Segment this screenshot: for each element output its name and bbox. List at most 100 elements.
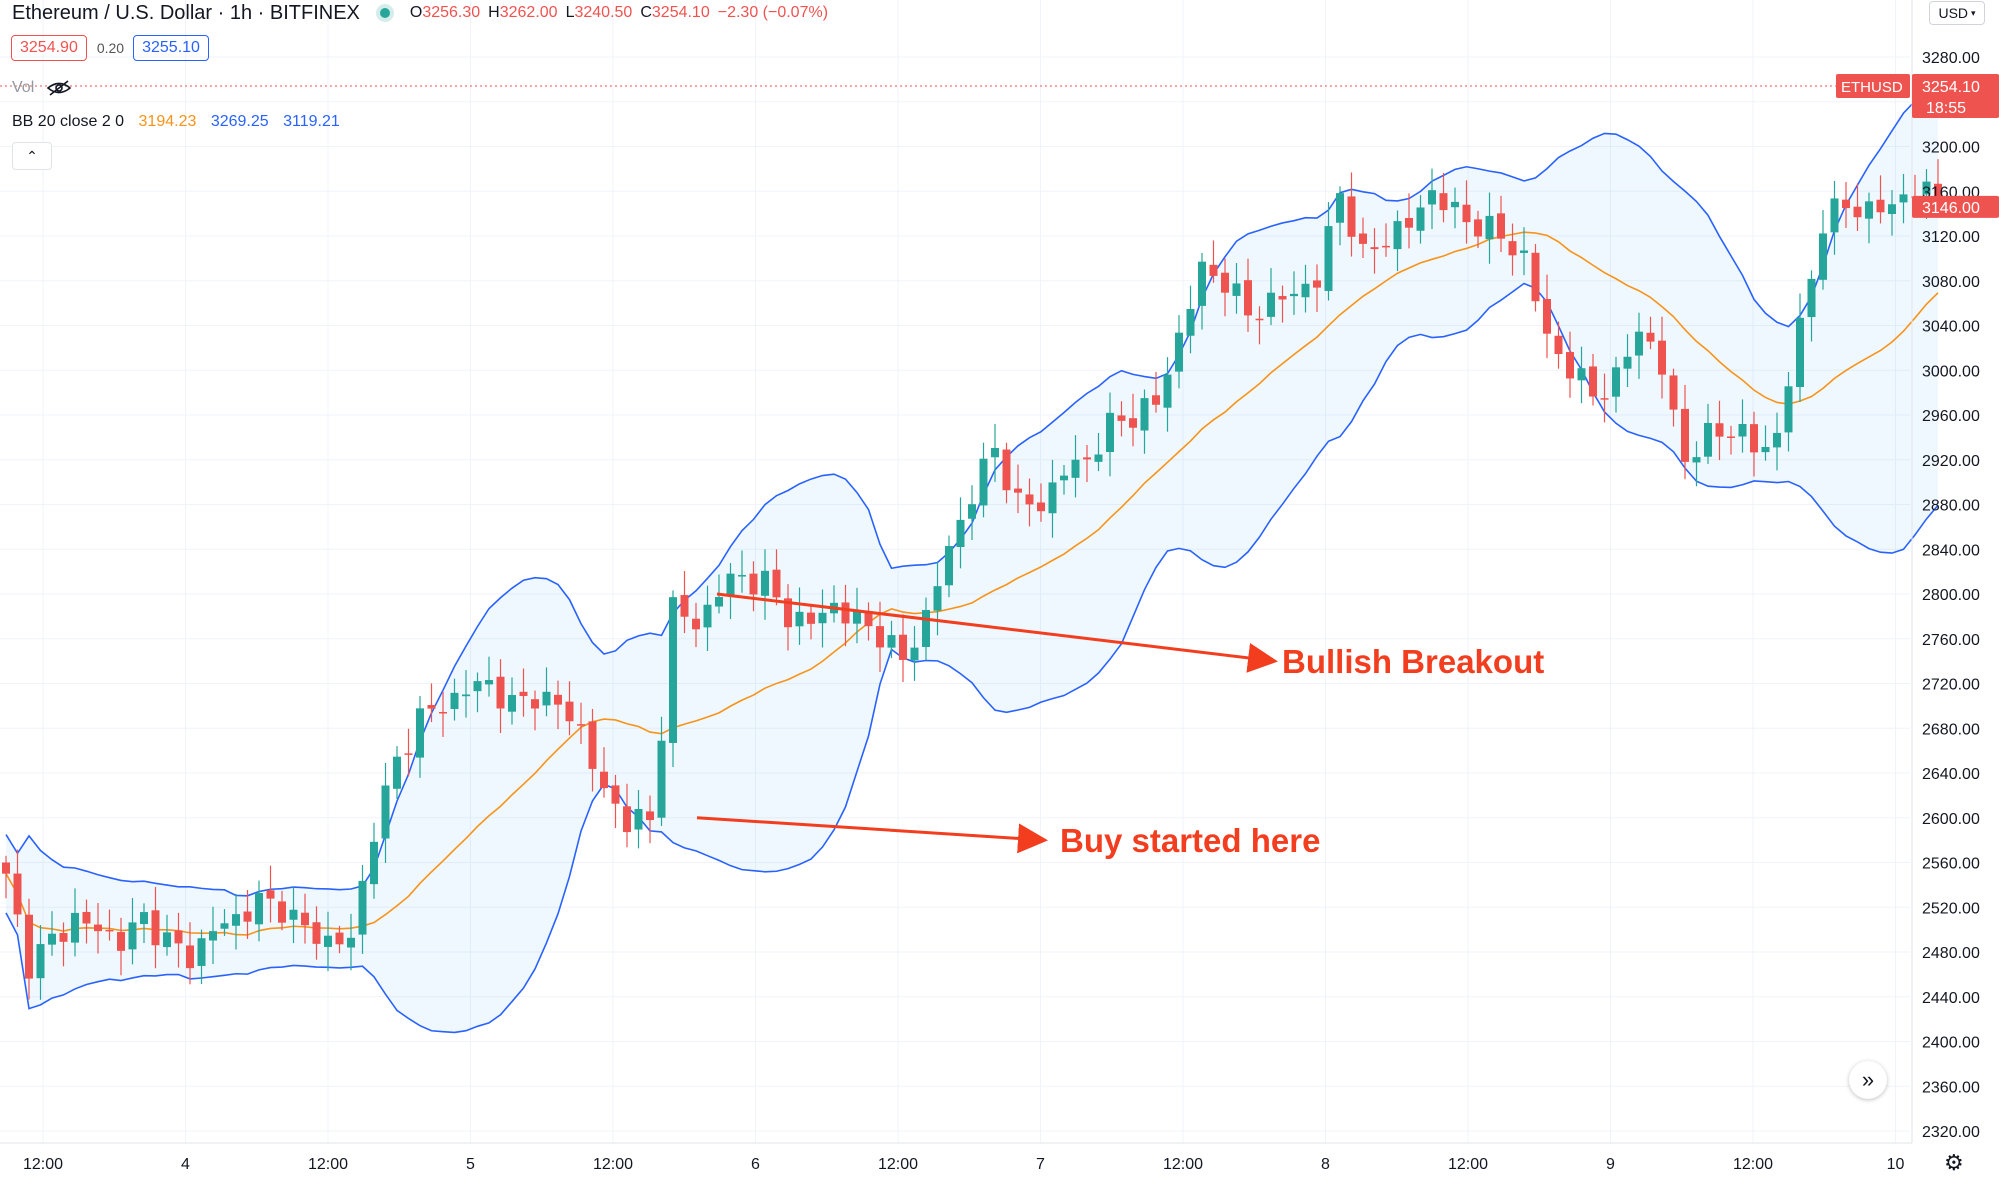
candle bbox=[1175, 332, 1183, 372]
price-tick-label: 2520.00 bbox=[1922, 900, 1980, 917]
candle bbox=[956, 519, 965, 548]
candle bbox=[496, 676, 505, 709]
collapse-legend-button[interactable]: ⌃ bbox=[12, 142, 52, 170]
candle bbox=[692, 618, 700, 630]
candle bbox=[1370, 247, 1379, 250]
marked-price-tag bbox=[1912, 195, 1999, 218]
candle bbox=[427, 704, 436, 709]
candle bbox=[565, 701, 574, 722]
candle bbox=[1750, 424, 1758, 453]
candle bbox=[1060, 475, 1068, 481]
candle bbox=[1198, 261, 1206, 306]
annotation-arrow bbox=[716, 592, 1278, 673]
candle bbox=[703, 604, 712, 628]
candle bbox=[1336, 193, 1344, 223]
candle bbox=[738, 575, 746, 577]
candle bbox=[1853, 206, 1862, 218]
candle bbox=[1658, 340, 1666, 375]
candle bbox=[1635, 331, 1643, 356]
candle bbox=[1071, 459, 1080, 478]
eye-off-icon[interactable] bbox=[46, 79, 72, 97]
candle bbox=[1807, 278, 1816, 318]
candle bbox=[1255, 318, 1264, 321]
candle bbox=[623, 806, 631, 833]
candle bbox=[1290, 293, 1298, 297]
price-tick-label: 2640.00 bbox=[1922, 766, 1980, 783]
candle bbox=[289, 909, 298, 920]
candle bbox=[991, 448, 999, 458]
candle bbox=[1002, 449, 1011, 491]
ask-button[interactable]: 3255.10 bbox=[133, 35, 209, 61]
candle bbox=[370, 841, 378, 885]
candle bbox=[140, 912, 148, 925]
time-tick-label: 12:00 bbox=[593, 1156, 633, 1173]
scroll-to-realtime-button[interactable]: » bbox=[1849, 1061, 1887, 1099]
ohlc-low: L3240.50 bbox=[565, 4, 633, 21]
candle bbox=[600, 771, 608, 789]
candle bbox=[117, 932, 125, 951]
candle bbox=[128, 922, 137, 950]
candle bbox=[1244, 280, 1252, 316]
candle bbox=[1221, 272, 1229, 293]
candle bbox=[680, 595, 689, 617]
price-tick-label: 2480.00 bbox=[1922, 945, 1980, 962]
candle bbox=[818, 612, 827, 624]
candle bbox=[784, 598, 792, 628]
candle bbox=[232, 914, 240, 926]
chevron-up-icon: ⌃ bbox=[26, 147, 38, 164]
bb-label: BB 20 close 2 0 bbox=[12, 113, 125, 130]
candle bbox=[1727, 436, 1735, 438]
candle bbox=[1669, 375, 1678, 410]
currency-select[interactable]: USD ▾ bbox=[1929, 1, 1985, 25]
candle bbox=[1140, 398, 1149, 431]
candle bbox=[1048, 482, 1057, 514]
candle bbox=[1232, 283, 1241, 296]
candle bbox=[1761, 446, 1770, 453]
candle bbox=[462, 694, 470, 697]
time-tick-label: 12:00 bbox=[1448, 1156, 1488, 1173]
candle bbox=[220, 923, 229, 929]
ohlc-high: H3262.00 bbox=[488, 4, 558, 21]
chart-grid bbox=[0, 0, 1910, 1143]
candle bbox=[1704, 422, 1712, 457]
candle bbox=[186, 945, 194, 969]
candle bbox=[301, 912, 309, 926]
candle bbox=[1784, 386, 1793, 433]
candle bbox=[979, 458, 988, 506]
time-tick-label: 6 bbox=[751, 1156, 760, 1173]
time-tick-label: 8 bbox=[1321, 1156, 1330, 1173]
candles bbox=[2, 159, 1942, 1000]
candle bbox=[1324, 226, 1333, 291]
time-tick-label: 5 bbox=[466, 1156, 475, 1173]
time-tick-label: 4 bbox=[181, 1156, 190, 1173]
bollinger-legend[interactable]: BB 20 close 2 0 3194.23 3269.25 3119.21 bbox=[12, 113, 340, 131]
price-tick-label: 2960.00 bbox=[1922, 408, 1980, 425]
price-axis[interactable]: 2320.00 2360.00 2400.00 2440.00 2480.00 2520.… bbox=[1836, 0, 1999, 1143]
candle bbox=[1577, 368, 1586, 381]
candle bbox=[772, 569, 781, 598]
bb-basis-value: 3194.23 bbox=[138, 113, 197, 130]
gear-icon[interactable]: ⚙ bbox=[1944, 1150, 1964, 1175]
price-tick-label: 2760.00 bbox=[1922, 632, 1980, 649]
candle bbox=[1485, 215, 1494, 240]
symbol-title[interactable]: Ethereum / U.S. Dollar · 1h · BITFINEX bbox=[12, 1, 360, 24]
candle bbox=[554, 694, 562, 705]
candle bbox=[404, 753, 413, 755]
candle bbox=[726, 573, 735, 596]
candle bbox=[358, 880, 367, 935]
candle bbox=[1830, 198, 1839, 233]
candle bbox=[25, 914, 33, 979]
time-tick-label: 12:00 bbox=[1733, 1156, 1773, 1173]
candle bbox=[795, 611, 804, 627]
candle bbox=[439, 711, 447, 714]
candle bbox=[94, 924, 102, 932]
time-axis[interactable]: 12:00 4 12:00 5 12:00 6 12:00 7 12:00 8 12:00 9 12:0… bbox=[0, 1142, 1912, 1173]
price-tick-label: 2880.00 bbox=[1922, 498, 1980, 515]
candle bbox=[347, 937, 355, 948]
candle bbox=[1278, 296, 1287, 300]
candle bbox=[1554, 335, 1563, 355]
candle bbox=[1692, 457, 1701, 463]
candle bbox=[1117, 415, 1126, 421]
bid-button[interactable]: 3254.90 bbox=[11, 35, 87, 61]
